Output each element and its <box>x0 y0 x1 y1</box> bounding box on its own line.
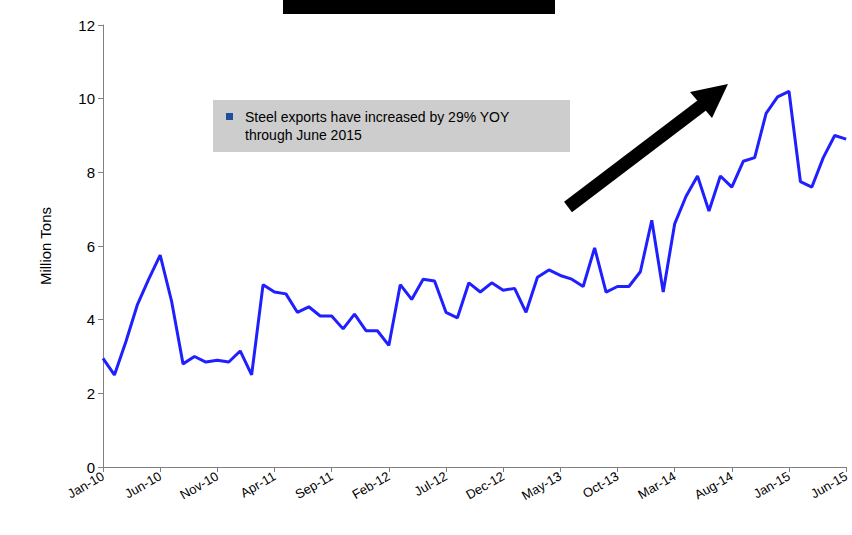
svg-text:Jul-12: Jul-12 <box>412 469 450 500</box>
svg-text:through June 2015: through June 2015 <box>245 127 362 143</box>
svg-text:Dec-12: Dec-12 <box>463 469 507 503</box>
svg-text:Jun-10: Jun-10 <box>122 469 164 502</box>
svg-text:Aug-14: Aug-14 <box>692 469 736 503</box>
svg-text:0: 0 <box>86 458 95 476</box>
svg-text:Jan-15: Jan-15 <box>751 469 793 502</box>
svg-text:Oct-13: Oct-13 <box>580 469 621 501</box>
svg-text:Nov-10: Nov-10 <box>177 469 221 503</box>
svg-text:Jun-15: Jun-15 <box>808 469 850 502</box>
svg-text:8: 8 <box>87 164 95 181</box>
svg-text:May-13: May-13 <box>519 469 564 504</box>
svg-text:Sep-11: Sep-11 <box>292 469 335 502</box>
svg-text:2: 2 <box>87 385 95 402</box>
svg-text:4: 4 <box>87 311 95 328</box>
svg-text:12: 12 <box>78 17 95 34</box>
svg-text:Million Tons: Million Tons <box>37 207 54 285</box>
svg-text:Steel exports have increased b: Steel exports have increased by 29% YOY <box>245 109 513 125</box>
svg-text:Feb-12: Feb-12 <box>349 469 392 503</box>
svg-text:Mar-14: Mar-14 <box>635 469 678 503</box>
svg-text:Apr-11: Apr-11 <box>238 469 278 501</box>
svg-text:6: 6 <box>87 238 95 255</box>
svg-text:Jan-10: Jan-10 <box>65 469 107 502</box>
svg-text:10: 10 <box>78 90 95 107</box>
